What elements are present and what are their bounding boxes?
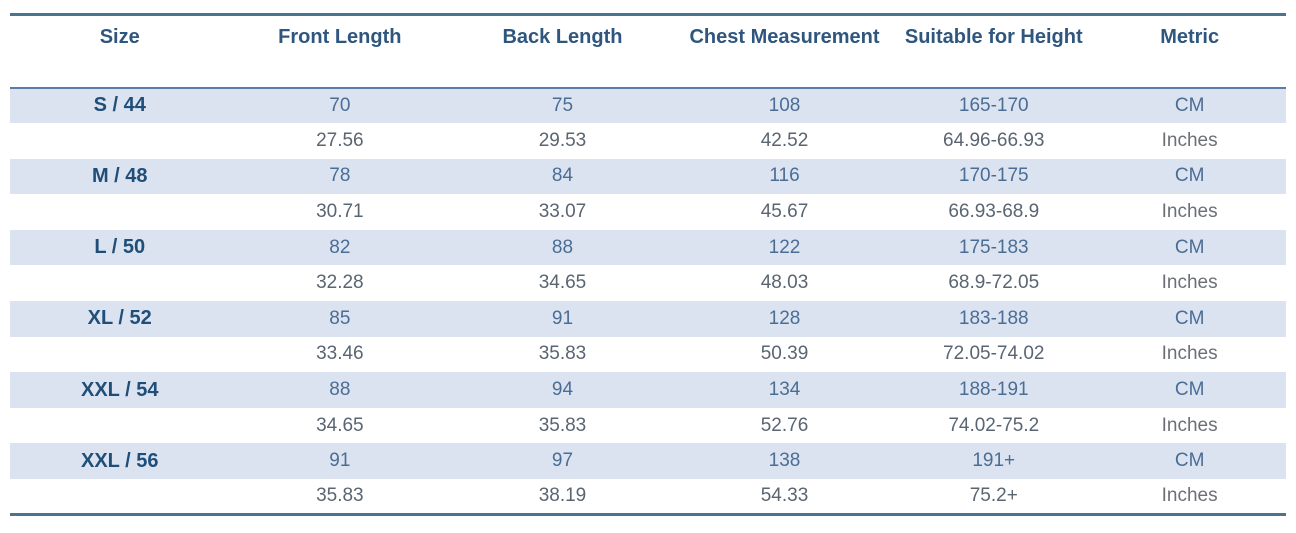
- chest-cell: 138: [674, 443, 895, 480]
- col-header-suitable-height: Suitable for Height: [894, 14, 1094, 89]
- height-cell: 175-183: [894, 229, 1094, 266]
- size-cell: XXL / 56: [10, 443, 230, 480]
- front-length-cell: 88: [229, 372, 451, 408]
- back-length-cell: 84: [450, 158, 675, 195]
- front-length-cell: 34.65: [229, 407, 451, 444]
- size-cell: M / 48: [10, 158, 230, 195]
- height-cell: 68.9-72.05: [894, 265, 1094, 302]
- table-row-xxl54-cm: XXL / 54 88 94 134 188-191 CM: [10, 372, 1286, 408]
- height-cell: 72.05-74.02: [894, 336, 1094, 373]
- metric-cell: CM: [1093, 158, 1286, 195]
- col-header-front-length: Front Length: [229, 14, 451, 89]
- height-cell: 75.2+: [894, 479, 1094, 515]
- front-length-cell: 91: [229, 443, 451, 480]
- back-length-cell: 35.83: [450, 407, 675, 444]
- metric-cell: Inches: [1093, 407, 1286, 444]
- height-cell: 183-188: [894, 301, 1094, 337]
- front-length-cell: 78: [229, 158, 451, 195]
- col-header-metric: Metric: [1093, 14, 1286, 89]
- col-header-chest-measurement: Chest Measurement: [674, 14, 895, 89]
- height-cell: 66.93-68.9: [894, 194, 1094, 230]
- table-row-s44-cm: S / 44 70 75 108 165-170 CM: [10, 87, 1286, 124]
- size-cell: S / 44: [10, 87, 230, 124]
- height-cell: 191+: [894, 443, 1094, 480]
- chest-cell: 45.67: [674, 194, 895, 230]
- size-cell: [10, 407, 230, 444]
- front-length-cell: 85: [229, 301, 451, 337]
- back-length-cell: 29.53: [450, 123, 675, 159]
- back-length-cell: 35.83: [450, 336, 675, 373]
- back-length-cell: 97: [450, 443, 675, 480]
- chest-cell: 108: [674, 87, 895, 124]
- metric-cell: CM: [1093, 443, 1286, 480]
- back-length-cell: 91: [450, 301, 675, 337]
- metric-cell: Inches: [1093, 479, 1286, 515]
- back-length-cell: 88: [450, 229, 675, 266]
- height-cell: 188-191: [894, 372, 1094, 408]
- metric-cell: CM: [1093, 372, 1286, 408]
- back-length-cell: 75: [450, 87, 675, 124]
- table-row-l50-cm: L / 50 82 88 122 175-183 CM: [10, 229, 1286, 266]
- col-header-back-length: Back Length: [450, 14, 675, 89]
- metric-cell: CM: [1093, 301, 1286, 337]
- metric-cell: Inches: [1093, 123, 1286, 159]
- size-chart-table: Size Front Length Back Length Chest Meas…: [10, 13, 1286, 517]
- chest-cell: 54.33: [674, 479, 895, 515]
- chest-cell: 116: [674, 158, 895, 195]
- height-cell: 64.96-66.93: [894, 123, 1094, 159]
- table-row-l50-inches: 32.28 34.65 48.03 68.9-72.05 Inches: [10, 265, 1286, 302]
- front-length-cell: 27.56: [229, 123, 451, 159]
- table-row-xxl56-cm: XXL / 56 91 97 138 191+ CM: [10, 443, 1286, 480]
- height-cell: 74.02-75.2: [894, 407, 1094, 444]
- chest-cell: 128: [674, 301, 895, 337]
- size-cell: XL / 52: [10, 301, 230, 337]
- size-cell: [10, 123, 230, 159]
- front-length-cell: 33.46: [229, 336, 451, 373]
- table-row-m48-inches: 30.71 33.07 45.67 66.93-68.9 Inches: [10, 194, 1286, 230]
- col-header-size: Size: [10, 14, 230, 89]
- metric-cell: Inches: [1093, 265, 1286, 302]
- size-cell: L / 50: [10, 229, 230, 266]
- chest-cell: 122: [674, 229, 895, 266]
- metric-cell: Inches: [1093, 336, 1286, 373]
- back-length-cell: 33.07: [450, 194, 675, 230]
- front-length-cell: 35.83: [229, 479, 451, 515]
- chest-cell: 42.52: [674, 123, 895, 159]
- front-length-cell: 70: [229, 87, 451, 124]
- front-length-cell: 82: [229, 229, 451, 266]
- metric-cell: CM: [1093, 229, 1286, 266]
- table-row-s44-inches: 27.56 29.53 42.52 64.96-66.93 Inches: [10, 123, 1286, 159]
- table-row-xxl56-inches: 35.83 38.19 54.33 75.2+ Inches: [10, 479, 1286, 515]
- back-length-cell: 94: [450, 372, 675, 408]
- size-chart-sheet: Size Front Length Back Length Chest Meas…: [10, 13, 1286, 517]
- back-length-cell: 38.19: [450, 479, 675, 515]
- height-cell: 170-175: [894, 158, 1094, 195]
- table-row-m48-cm: M / 48 78 84 116 170-175 CM: [10, 158, 1286, 195]
- metric-cell: CM: [1093, 87, 1286, 124]
- front-length-cell: 32.28: [229, 265, 451, 302]
- chest-cell: 50.39: [674, 336, 895, 373]
- size-cell: [10, 265, 230, 302]
- back-length-cell: 34.65: [450, 265, 675, 302]
- height-cell: 165-170: [894, 87, 1094, 124]
- metric-cell: Inches: [1093, 194, 1286, 230]
- table-row-xl52-cm: XL / 52 85 91 128 183-188 CM: [10, 301, 1286, 337]
- chest-cell: 48.03: [674, 265, 895, 302]
- size-cell: [10, 194, 230, 230]
- chest-cell: 134: [674, 372, 895, 408]
- table-row-xxl54-inches: 34.65 35.83 52.76 74.02-75.2 Inches: [10, 407, 1286, 444]
- table-row-xl52-inches: 33.46 35.83 50.39 72.05-74.02 Inches: [10, 336, 1286, 373]
- header-row: Size Front Length Back Length Chest Meas…: [10, 14, 1286, 89]
- size-cell: [10, 479, 230, 515]
- size-cell: [10, 336, 230, 373]
- chest-cell: 52.76: [674, 407, 895, 444]
- front-length-cell: 30.71: [229, 194, 451, 230]
- size-cell: XXL / 54: [10, 372, 230, 408]
